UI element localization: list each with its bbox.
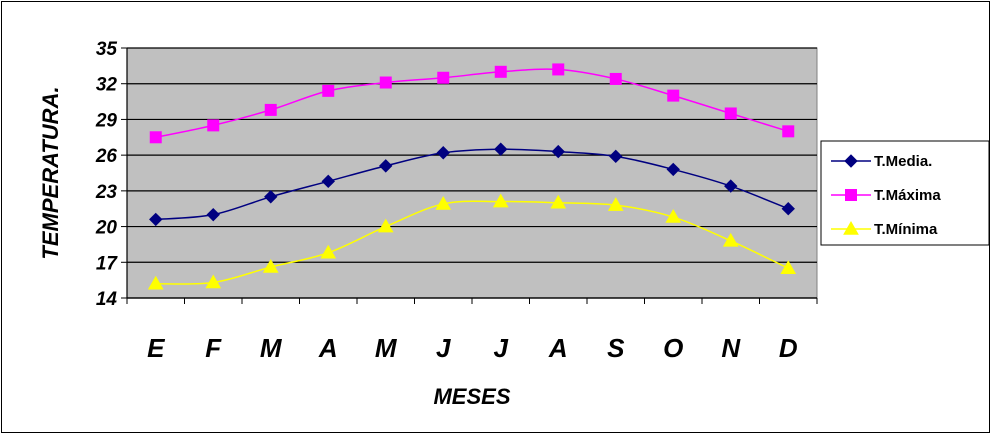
x-tick-label: S bbox=[607, 333, 625, 363]
x-tick-label: J bbox=[494, 333, 509, 363]
plot-area bbox=[126, 47, 818, 299]
y-tick-labels: 35 32 29 26 23 20 17 14 bbox=[95, 39, 119, 310]
axes bbox=[126, 48, 818, 304]
data-point bbox=[552, 63, 565, 76]
data-point bbox=[550, 194, 567, 209]
data-point bbox=[379, 76, 392, 89]
data-point bbox=[435, 195, 452, 210]
data-point bbox=[494, 65, 507, 78]
data-point bbox=[665, 209, 682, 223]
data-point bbox=[147, 275, 164, 290]
y-tick-label: 20 bbox=[95, 218, 118, 239]
legend-label: T.Media. bbox=[874, 153, 932, 170]
data-point bbox=[149, 131, 162, 144]
data-point bbox=[722, 232, 739, 247]
x-tick-label: O bbox=[663, 333, 683, 363]
y-tick-label: 14 bbox=[96, 289, 118, 310]
series-1 bbox=[149, 142, 795, 227]
data-point bbox=[437, 71, 450, 84]
y-tick-label: 17 bbox=[96, 253, 119, 274]
data-point bbox=[264, 190, 278, 204]
data-point bbox=[436, 146, 450, 160]
x-tick-label: A bbox=[548, 333, 568, 363]
data-point bbox=[551, 144, 565, 159]
data-point bbox=[782, 125, 795, 138]
data-point bbox=[262, 259, 279, 273]
x-tick-label: D bbox=[779, 333, 798, 363]
legend-item: T.Media. bbox=[831, 153, 932, 170]
y-tick-label: 32 bbox=[96, 75, 118, 96]
data-point bbox=[844, 154, 858, 168]
legend: T.Media. T.Máxima T.Mínima bbox=[820, 140, 990, 246]
data-point bbox=[781, 202, 795, 216]
data-point bbox=[494, 142, 508, 156]
data-point bbox=[321, 174, 335, 189]
x-tick-label: J bbox=[436, 333, 451, 363]
data-point bbox=[780, 260, 797, 274]
y-tick-label: 35 bbox=[96, 39, 118, 60]
series-3 bbox=[147, 193, 797, 290]
data-point bbox=[379, 159, 393, 173]
x-tick-label: A bbox=[318, 333, 338, 363]
y-axis-title: TEMPERATURA. bbox=[38, 86, 63, 259]
data-point bbox=[377, 218, 394, 233]
data-point bbox=[724, 179, 738, 193]
series-2 bbox=[149, 63, 795, 144]
data-point bbox=[667, 89, 680, 102]
data-point bbox=[149, 212, 163, 227]
x-tick-label: M bbox=[375, 333, 398, 363]
legend-label: T.Mínima bbox=[874, 221, 938, 238]
y-tick-label: 23 bbox=[95, 182, 118, 203]
data-point bbox=[492, 193, 509, 208]
y-tick-label: 29 bbox=[95, 110, 118, 131]
x-axis-title: MESES bbox=[433, 384, 510, 409]
legend-label: T.Máxima bbox=[874, 187, 941, 204]
legend-item: T.Máxima bbox=[831, 187, 941, 204]
x-tick-label: M bbox=[260, 333, 283, 363]
data-point bbox=[609, 72, 622, 85]
x-tick-label: N bbox=[721, 333, 741, 363]
data-point bbox=[609, 149, 623, 164]
data-point bbox=[207, 119, 220, 132]
y-tick-label: 26 bbox=[95, 146, 118, 167]
data-point bbox=[320, 244, 337, 259]
data-point bbox=[607, 197, 624, 211]
data-point bbox=[205, 274, 222, 289]
data-point bbox=[322, 84, 335, 97]
data-point bbox=[264, 103, 277, 116]
data-point bbox=[845, 189, 857, 201]
series-layer bbox=[147, 63, 797, 290]
data-point bbox=[206, 207, 220, 222]
x-tick-label: F bbox=[205, 333, 222, 363]
data-point bbox=[666, 162, 680, 177]
legend-item: T.Mínima bbox=[831, 220, 938, 238]
data-point bbox=[843, 220, 859, 235]
data-point bbox=[724, 107, 737, 120]
x-tick-label: E bbox=[147, 333, 165, 363]
